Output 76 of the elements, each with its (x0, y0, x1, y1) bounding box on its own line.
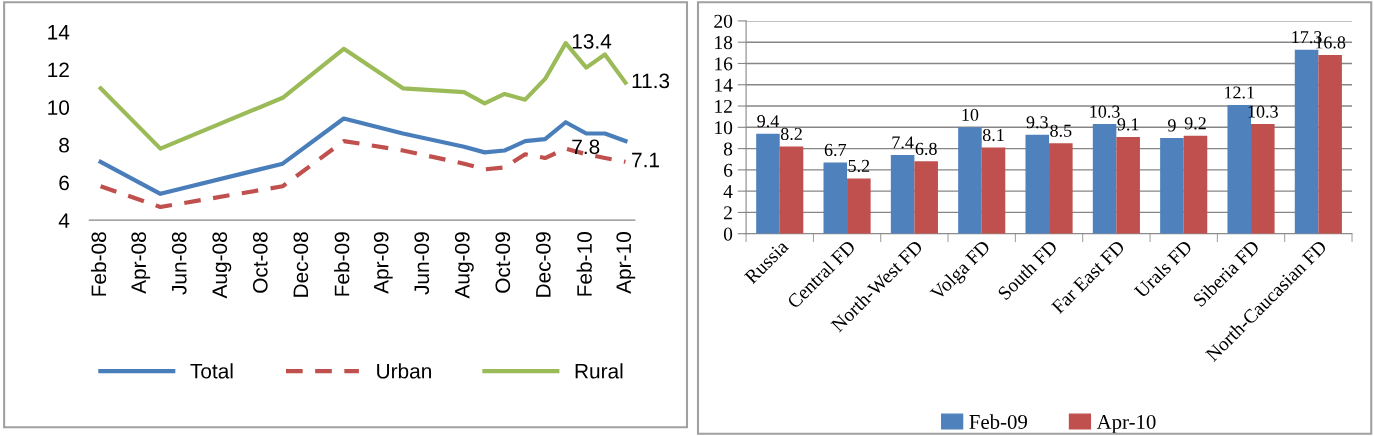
y-tick-label: 12 (48, 62, 69, 78)
x-tick-label: Feb-08 (90, 232, 107, 296)
legend-label: Rural (575, 363, 623, 379)
bar (1092, 124, 1117, 234)
x-tick-label: Volga FD (929, 239, 994, 304)
data-label: 6.7 (824, 143, 847, 157)
x-tick-label: Oct-08 (252, 232, 268, 293)
x-tick-label: Aug-09 (454, 232, 474, 299)
bar (981, 147, 1006, 234)
bar (890, 154, 915, 234)
x-tick-label: Jun-09 (414, 232, 430, 295)
x-tick-label: Feb-09 (334, 232, 350, 296)
data-label: 9.1 (1117, 118, 1139, 131)
annotation: 11.3 (632, 73, 670, 89)
line-series (98, 116, 628, 196)
data-label: 9 (1167, 119, 1176, 132)
bar (1116, 136, 1140, 234)
y-tick-label: 0 (723, 227, 733, 241)
y-tick-label: 6 (59, 175, 69, 191)
line-series (98, 138, 628, 210)
x-tick-label: Aug-08 (212, 232, 232, 299)
data-label: 6.8 (915, 142, 937, 155)
data-label: 9.2 (1184, 117, 1206, 130)
y-tick-label: 12 (715, 99, 732, 113)
x-tick-label: Feb-10 (576, 232, 592, 296)
annotation: 7.8 (572, 139, 600, 155)
data-label: 12.1 (1225, 86, 1254, 99)
y-tick-label: 20 (714, 14, 733, 28)
y-tick-label: 6 (724, 163, 733, 177)
bar (1318, 54, 1342, 234)
y-tick-label: 16 (715, 57, 733, 71)
y-tick-label: 10 (715, 121, 733, 135)
data-label: 7.4 (892, 136, 914, 149)
bar (1049, 143, 1073, 234)
data-label: 8.2 (780, 127, 802, 141)
legend-label: Urban (377, 363, 431, 379)
data-label: 9.4 (757, 115, 779, 128)
x-tick-label: Apr-10 (616, 232, 636, 294)
legend-label: Feb-09 (969, 414, 1027, 429)
bar (1294, 49, 1319, 234)
y-tick-label: 18 (715, 36, 733, 50)
data-label: 8.1 (982, 128, 1004, 142)
annotation: 7.1 (632, 152, 659, 168)
bar (779, 146, 804, 234)
x-tick-label: Jun-08 (171, 232, 187, 295)
data-label: 8.5 (1050, 124, 1072, 137)
data-label: 10 (962, 108, 979, 121)
y-tick-label: 4 (723, 185, 733, 198)
legend-label: Apr-10 (1096, 414, 1156, 434)
bar (1160, 137, 1184, 234)
annotation: 13.4 (572, 33, 612, 49)
bar (958, 127, 982, 234)
y-tick-label: 10 (48, 100, 70, 115)
bar (756, 133, 780, 234)
legend-label: Total (190, 363, 233, 379)
x-tick-label: Dec-09 (535, 232, 551, 297)
data-label: 10.3 (1090, 105, 1120, 118)
x-tick-label: Dec-08 (293, 232, 309, 297)
x-tick-label: Apr-08 (131, 232, 151, 294)
y-tick-label: 2 (724, 206, 732, 220)
x-tick-label: Apr-09 (373, 232, 393, 294)
data-label: 5.2 (848, 159, 870, 173)
bar (1251, 124, 1275, 234)
y-tick-label: 4 (58, 213, 70, 228)
bar (914, 161, 938, 234)
y-tick-label: 8 (723, 142, 733, 156)
bar (1183, 135, 1208, 234)
data-label: 9.3 (1026, 116, 1048, 129)
x-tick-label: Urals FD (1133, 239, 1193, 299)
x-tick-label: Oct-09 (495, 232, 511, 293)
y-tick-label: 14 (48, 25, 70, 40)
y-tick-label: 14 (715, 78, 733, 92)
bar (847, 178, 871, 234)
bar (823, 162, 848, 234)
y-tick-label: 8 (59, 137, 69, 153)
bar (1025, 134, 1050, 234)
